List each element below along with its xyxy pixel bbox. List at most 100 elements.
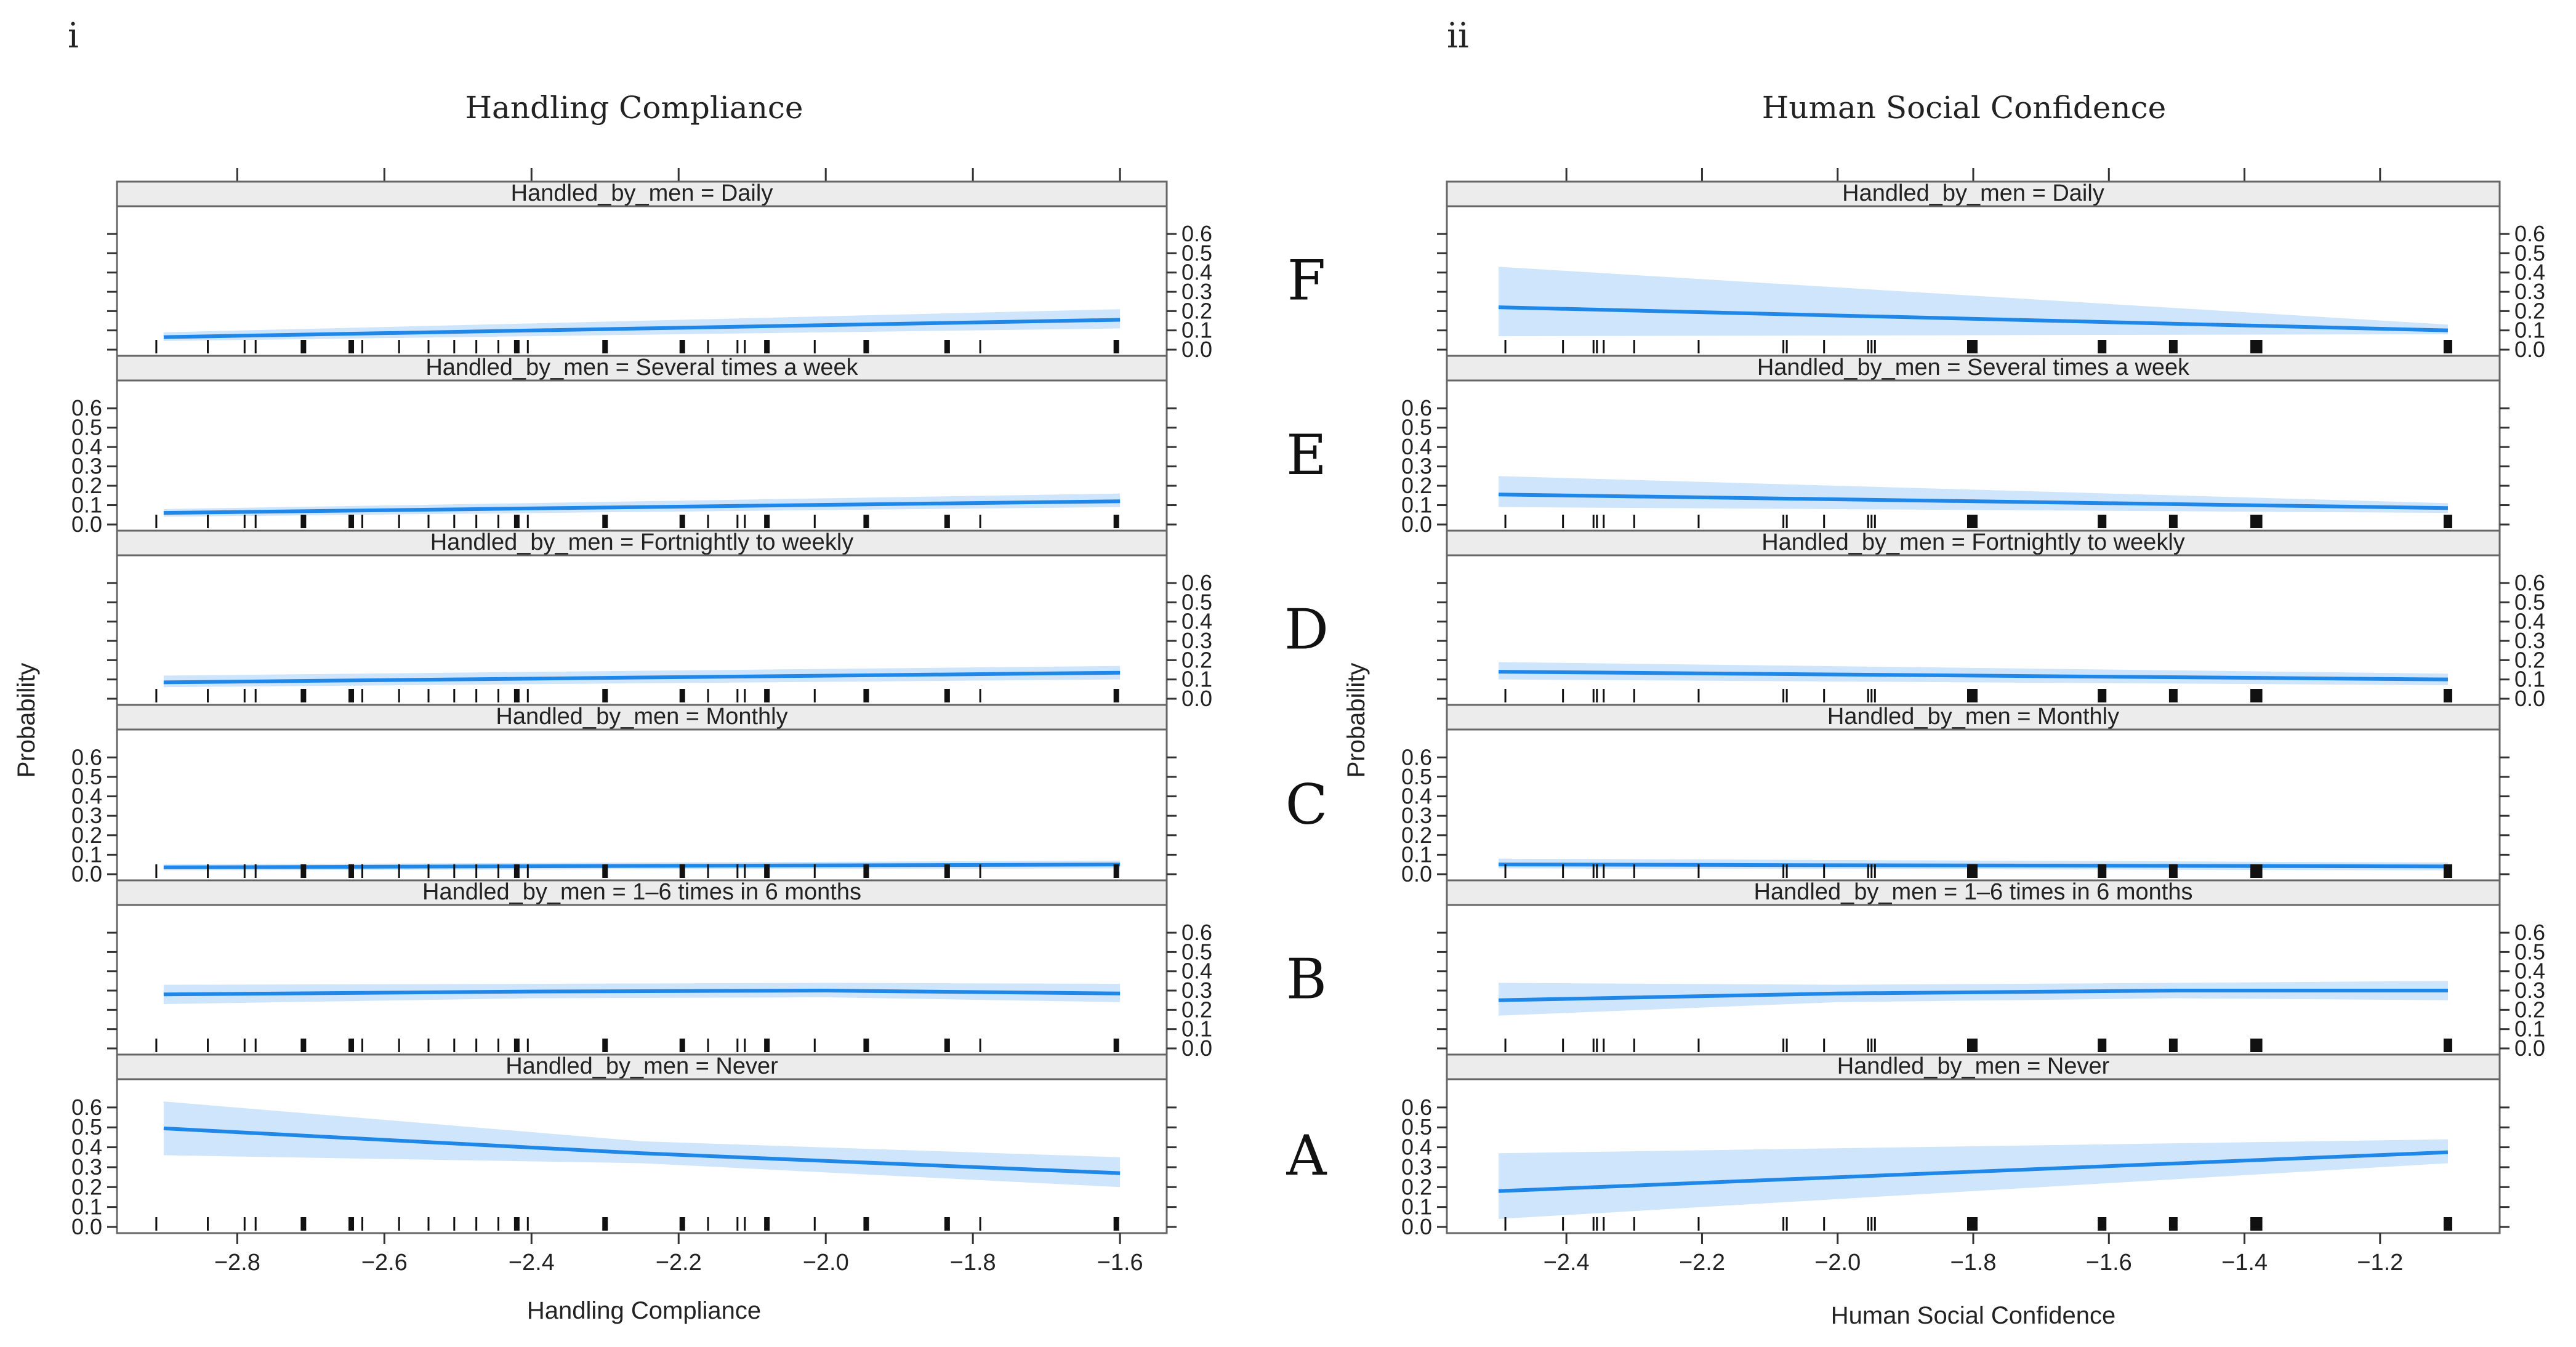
y-tick-label: 0.1 [2514, 1016, 2545, 1042]
y-tick-label: 0.0 [71, 861, 102, 887]
x-tick-label: −2.2 [1679, 1250, 1725, 1276]
y-tick-label: 0.3 [2514, 628, 2545, 653]
y-axis-label: Probability [1343, 663, 1370, 778]
y-tick-label: 0.1 [1401, 1194, 1432, 1220]
y-tick-label: 0.3 [1181, 628, 1212, 653]
facet-strip-label: Handled_by_men = Daily [1842, 180, 2104, 206]
y-tick-label: 0.5 [71, 415, 102, 440]
facet-strip [116, 529, 1168, 557]
fit-line [1499, 670, 2448, 682]
y-tick-label: 0.4 [2514, 260, 2545, 285]
y-tick-label: 0.5 [1401, 1114, 1432, 1140]
y-tick-label: 0.6 [1181, 221, 1212, 246]
panel-ii: ii Human Social Confidence Human Social … [1284, 16, 2545, 1329]
facet-strip [1446, 1053, 2501, 1080]
x-tick-label: −2.0 [803, 1250, 849, 1276]
facet-strip-label: Handled_by_men = Fortnightly to weekly [1761, 529, 2185, 555]
y-tick-label: 0.1 [1181, 1016, 1212, 1042]
y-tick-label: 0.4 [2514, 959, 2545, 984]
fit-line [1498, 305, 2449, 332]
x-axis-label: Handling Compliance [527, 1297, 761, 1324]
facet-5: Handled_by_men = 1–6 times in 6 months 0.… [1286, 879, 2545, 1061]
y-tick-label: 0.0 [1401, 1214, 1432, 1239]
facet-strip-label: Handled_by_men = Several times a week [425, 355, 858, 380]
facet-strip-label: Handled_by_men = Several times a week [1757, 355, 2190, 380]
panel-i: i Handling Compliance Handling Complianc… [13, 16, 1212, 1324]
facet-strip [116, 355, 1168, 382]
y-tick-label: 0.1 [1181, 667, 1212, 692]
fit-line [163, 318, 1121, 339]
fit-line [1498, 989, 2448, 1002]
y-tick-label: 0.5 [1401, 764, 1432, 789]
y-tick-label: 0.3 [2514, 978, 2545, 1003]
facet-strip [1446, 180, 2501, 207]
y-tick-label: 0.5 [1181, 589, 1212, 614]
facet-strip-label: Handled_by_men = Fortnightly to weekly [430, 529, 854, 555]
y-tick-label: 0.0 [1181, 1035, 1212, 1061]
y-tick-label: 0.2 [1401, 473, 1432, 498]
y-tick-label: 0.2 [1401, 822, 1432, 848]
y-tick-label: 0.3 [71, 803, 102, 828]
confidence-band [163, 1101, 1121, 1188]
y-tick-label: 0.0 [1401, 861, 1432, 887]
facet-letter: E [1286, 423, 1327, 488]
facet-plot-frame [1446, 904, 2501, 1056]
y-tick-label: 0.2 [2514, 997, 2545, 1022]
facet-plot-frame [116, 728, 1168, 882]
facet-strip-label: Handled_by_men = Monthly [1827, 704, 2119, 730]
facet-2: Handled_by_men = Several times a week 0.0… [1286, 355, 2510, 537]
y-tick-label: 0.1 [71, 1194, 102, 1220]
x-tick-label: −1.8 [1950, 1250, 1996, 1276]
fit-line [163, 989, 1121, 997]
fit-line [163, 862, 1121, 869]
y-tick-label: 0.3 [71, 1154, 102, 1180]
y-tick-label: 0.2 [1181, 997, 1212, 1022]
confidence-band [1499, 267, 2448, 337]
confidence-band [163, 493, 1121, 517]
y-tick-label: 0.0 [2514, 1035, 2545, 1061]
y-tick-label: 0.0 [1181, 686, 1212, 711]
y-tick-label: 0.4 [1181, 260, 1212, 285]
y-tick-label: 0.5 [2514, 939, 2545, 964]
x-tick-label: −1.8 [950, 1250, 996, 1276]
y-tick-label: 0.2 [1181, 647, 1212, 672]
y-tick-label: 0.6 [1401, 395, 1432, 420]
y-tick-label: 0.4 [1401, 1135, 1432, 1160]
y-tick-label: 0.4 [1181, 609, 1212, 634]
y-tick-label: 0.3 [71, 454, 102, 479]
y-tick-label: 0.6 [2514, 570, 2545, 595]
facet-2: Handled_by_men = Several times a week 0.0… [71, 355, 1177, 537]
y-tick-label: 0.0 [1401, 512, 1432, 537]
y-tick-label: 0.2 [2514, 298, 2545, 323]
y-tick-label: 0.1 [71, 842, 102, 867]
facet-letter: F [1287, 249, 1326, 313]
facet-4: Handled_by_men = Monthly0.00.10.20.30.40… [71, 704, 1177, 887]
y-tick-label: 0.0 [71, 1214, 102, 1239]
y-axis-label: Probability [13, 663, 40, 778]
panel-label: i [68, 16, 79, 56]
facet-group: Handled_by_men = Daily0.00.10.20.30.40.5… [1284, 168, 2545, 1276]
fit-line [163, 1126, 1121, 1175]
facet-letter: D [1284, 598, 1329, 662]
x-tick-label: −2.6 [361, 1250, 408, 1276]
y-tick-label: 0.4 [71, 1135, 102, 1160]
facet-plot-frame [116, 1078, 1168, 1234]
x-tick-label: −2.4 [509, 1250, 555, 1276]
fit-line [1498, 1150, 2449, 1193]
facet-3: Handled_by_men = Fortnightly to weekly 0.… [1284, 529, 2545, 711]
x-tick-label: −1.6 [1097, 1250, 1143, 1276]
x-tick-label: −1.2 [2357, 1250, 2403, 1276]
facet-strip-label: Handled_by_men = 1–6 times in 6 months [422, 879, 861, 905]
facet-group: Handled_by_men = Daily0.00.10.20.30.40.5… [71, 168, 1212, 1276]
y-tick-label: 0.6 [71, 395, 102, 420]
y-tick-label: 0.1 [1181, 318, 1212, 343]
y-tick-label: 0.5 [2514, 589, 2545, 614]
x-tick-label: −2.2 [656, 1250, 702, 1276]
facet-letter: B [1286, 947, 1327, 1012]
y-tick-label: 0.3 [1181, 978, 1212, 1003]
y-tick-label: 0.5 [71, 1114, 102, 1140]
facet-6: Handled_by_men = Never 0.00.10.20.30.40.5… [71, 1053, 1177, 1276]
y-tick-label: 0.3 [1401, 1154, 1432, 1180]
facet-1: Handled_by_men = Daily 0.00.10.20.30.40.5… [107, 180, 1212, 362]
